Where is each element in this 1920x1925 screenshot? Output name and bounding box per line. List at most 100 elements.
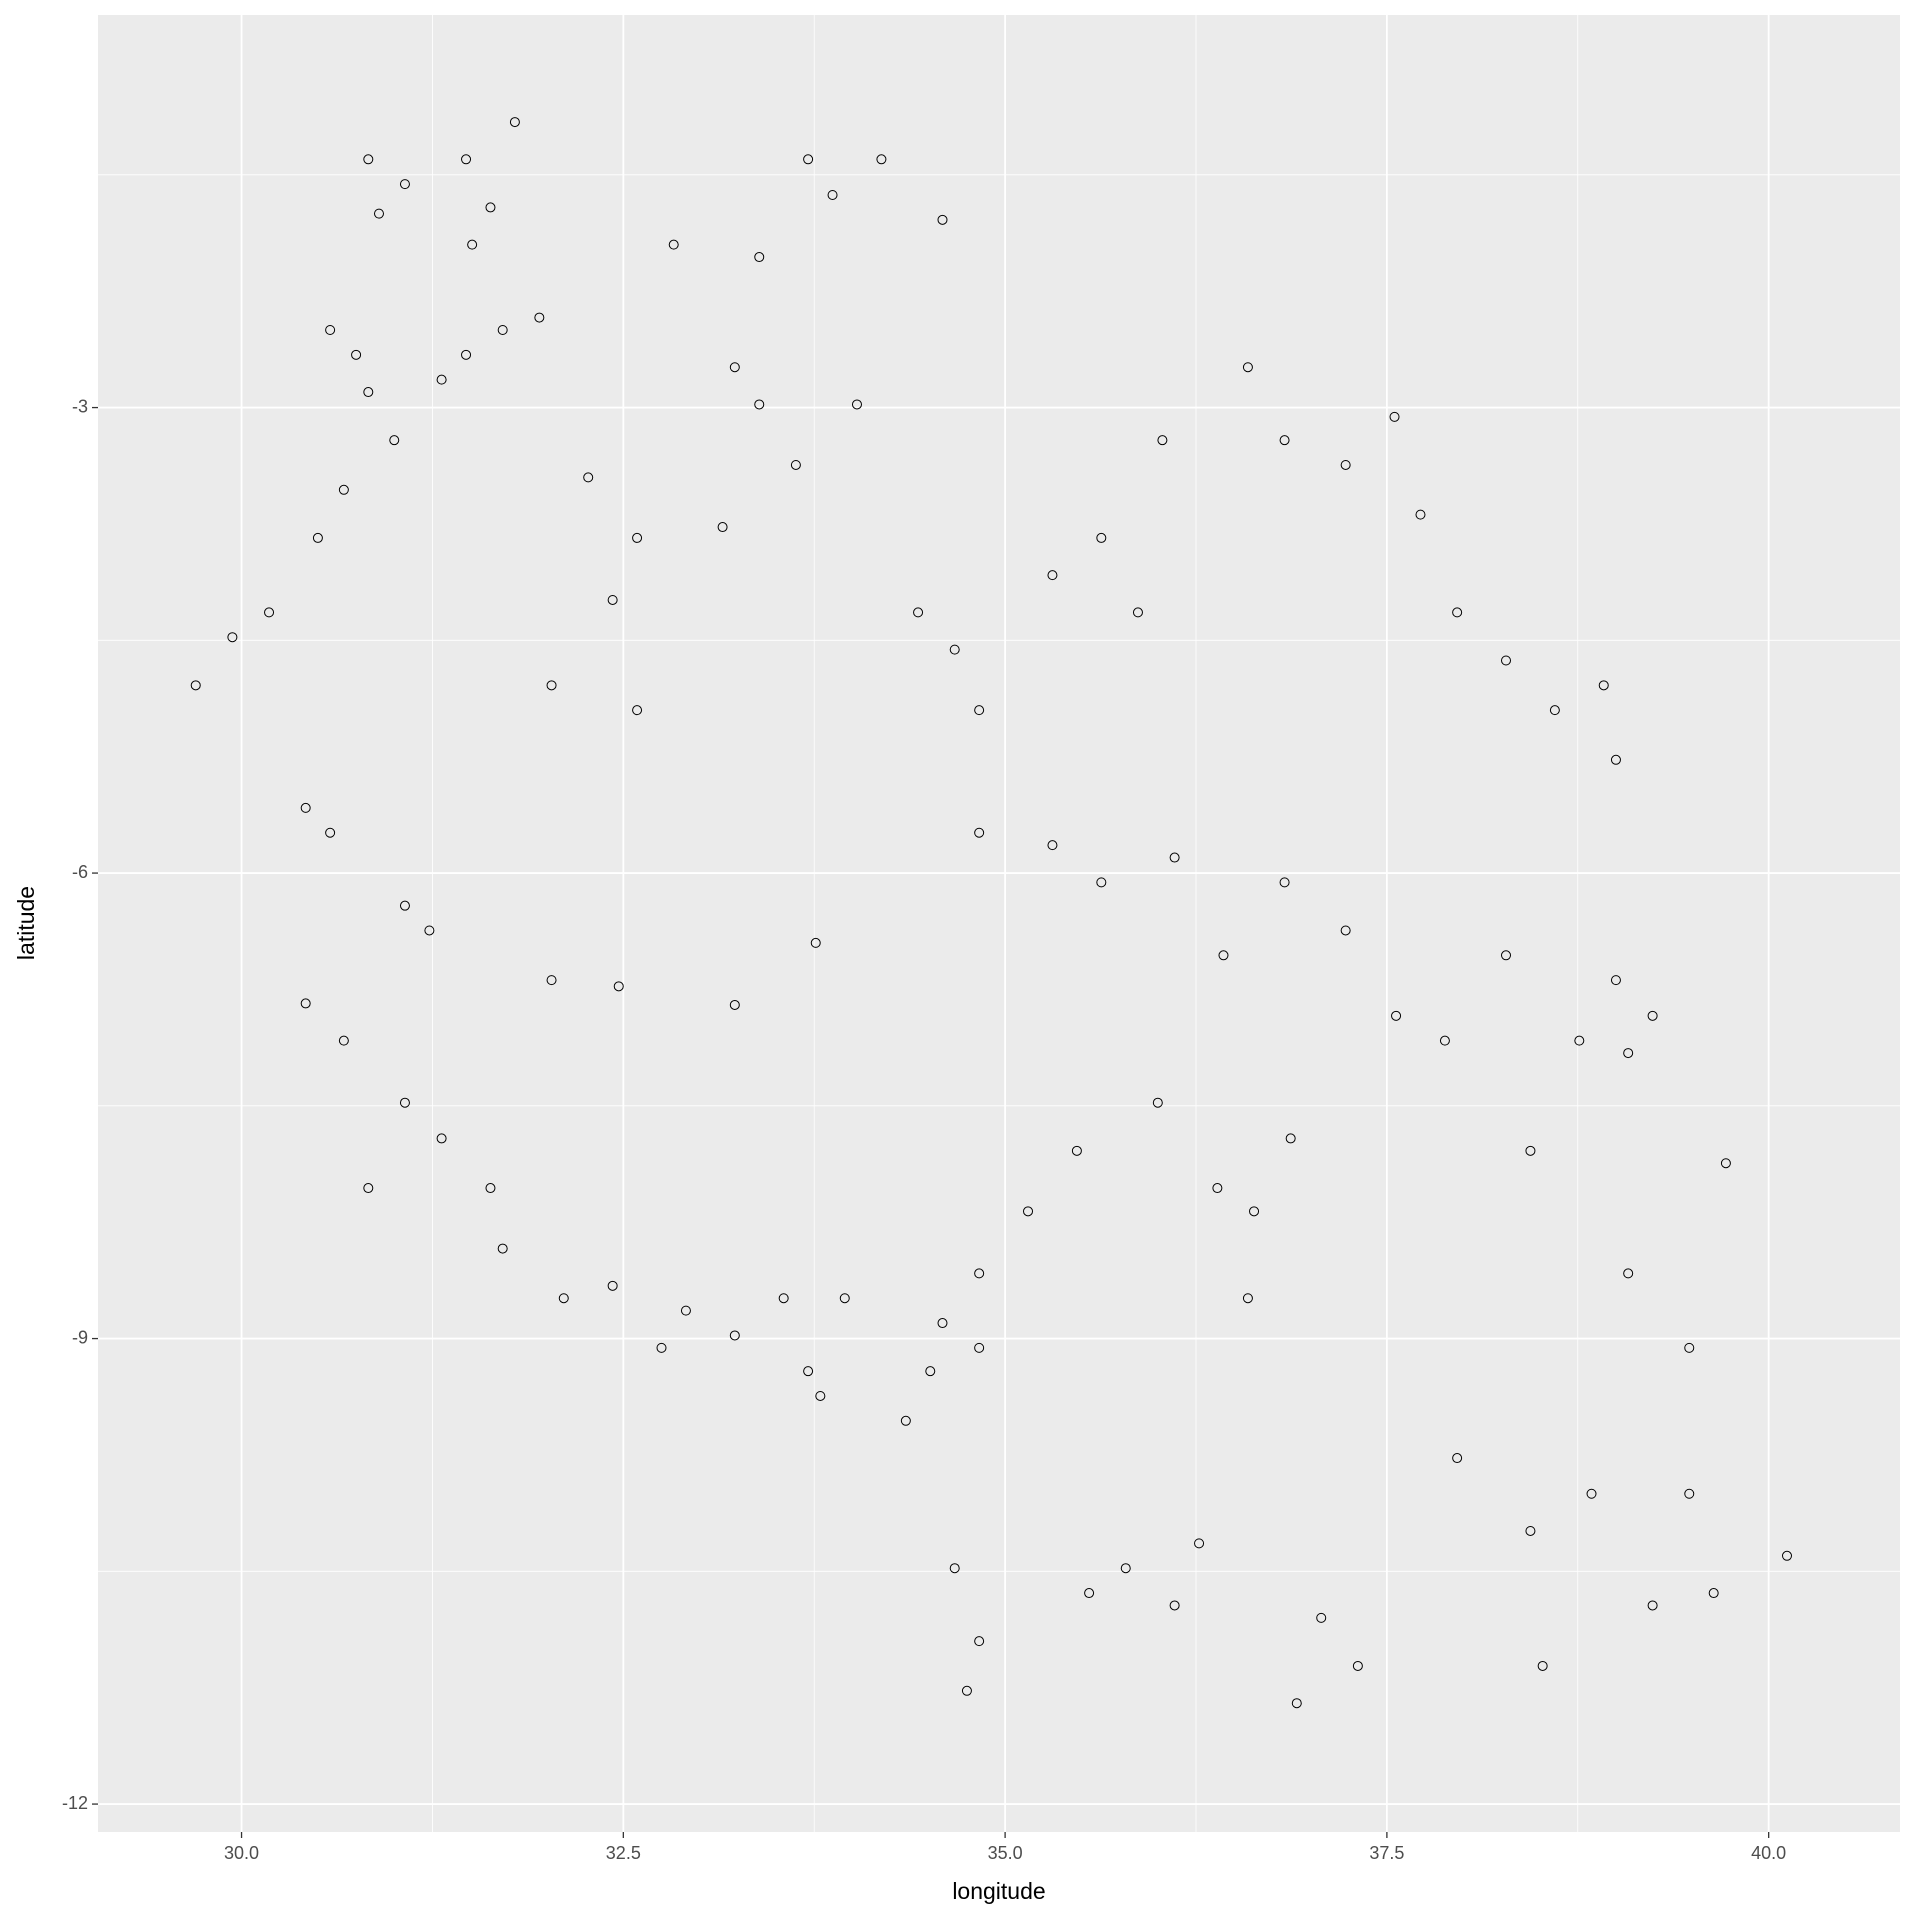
point (546, 680, 557, 691)
point (778, 1293, 789, 1304)
point (754, 399, 765, 410)
point (949, 644, 960, 655)
point (485, 1183, 496, 1194)
point (717, 522, 728, 533)
point (461, 154, 472, 165)
point (913, 607, 924, 618)
point (876, 154, 887, 165)
point (399, 900, 410, 911)
point (1279, 435, 1290, 446)
point (351, 349, 362, 360)
point (949, 1563, 960, 1574)
point (1684, 1488, 1695, 1499)
point (1537, 1660, 1548, 1671)
point (1249, 1206, 1260, 1217)
point (300, 802, 311, 813)
point (363, 154, 374, 165)
point (729, 999, 740, 1010)
point (607, 1280, 618, 1291)
point (1781, 1550, 1792, 1561)
point (1391, 1010, 1402, 1021)
point (1452, 1453, 1463, 1464)
point (509, 117, 520, 128)
point (264, 607, 275, 618)
point (1169, 852, 1180, 863)
y-tick-label: -9 (72, 1327, 88, 1347)
point (1549, 705, 1560, 716)
point (485, 202, 496, 213)
point (558, 1293, 569, 1304)
point (1389, 411, 1400, 422)
point (803, 1366, 814, 1377)
point (546, 975, 557, 986)
point (1525, 1145, 1536, 1156)
point (1623, 1268, 1634, 1279)
point (312, 532, 323, 543)
x-tick-label: 35.0 (988, 1843, 1023, 1863)
point (373, 208, 384, 219)
point (1152, 1097, 1163, 1108)
point (338, 484, 349, 495)
point (583, 472, 594, 483)
point (1708, 1588, 1719, 1599)
point (613, 981, 624, 992)
point (1452, 607, 1463, 618)
y-tick-label: -12 (62, 1793, 88, 1813)
point (803, 154, 814, 165)
point (363, 1183, 374, 1194)
point (497, 1243, 508, 1254)
point (1501, 950, 1512, 961)
point (1684, 1342, 1695, 1353)
point (1623, 1048, 1634, 1059)
point (1501, 655, 1512, 666)
point (1132, 607, 1143, 618)
point (325, 324, 336, 335)
point (1291, 1698, 1302, 1709)
x-axis-title: longitude (952, 1878, 1045, 1904)
point (925, 1366, 936, 1377)
point (1720, 1158, 1731, 1169)
point (900, 1415, 911, 1426)
point (424, 925, 435, 936)
point (436, 1133, 447, 1144)
point (436, 374, 447, 385)
point (680, 1305, 691, 1316)
point (961, 1685, 972, 1696)
point (851, 399, 862, 410)
point (1647, 1600, 1658, 1611)
point (1340, 925, 1351, 936)
point (656, 1342, 667, 1353)
point (1285, 1133, 1296, 1144)
point (810, 937, 821, 948)
point (937, 214, 948, 225)
y-tick-label: -6 (72, 862, 88, 882)
point (1574, 1035, 1585, 1046)
point (839, 1293, 850, 1304)
point (815, 1390, 826, 1401)
point (974, 1636, 985, 1647)
x-tick-label: 37.5 (1369, 1843, 1404, 1863)
point (1023, 1206, 1034, 1217)
point (790, 459, 801, 470)
point (827, 189, 838, 200)
point (668, 239, 679, 250)
point (399, 179, 410, 190)
point (1084, 1588, 1095, 1599)
point (1610, 754, 1621, 765)
point (1194, 1538, 1205, 1549)
point (1598, 680, 1609, 691)
y-tick-label: -3 (72, 396, 88, 416)
point (461, 349, 472, 360)
point (729, 362, 740, 373)
point (1212, 1183, 1223, 1194)
point (1439, 1035, 1450, 1046)
point (1316, 1612, 1327, 1623)
point (754, 252, 765, 263)
point (1120, 1563, 1131, 1574)
point (1647, 1010, 1658, 1021)
point (399, 1097, 410, 1108)
point (1415, 509, 1426, 520)
point (1610, 975, 1621, 986)
point (1218, 950, 1229, 961)
